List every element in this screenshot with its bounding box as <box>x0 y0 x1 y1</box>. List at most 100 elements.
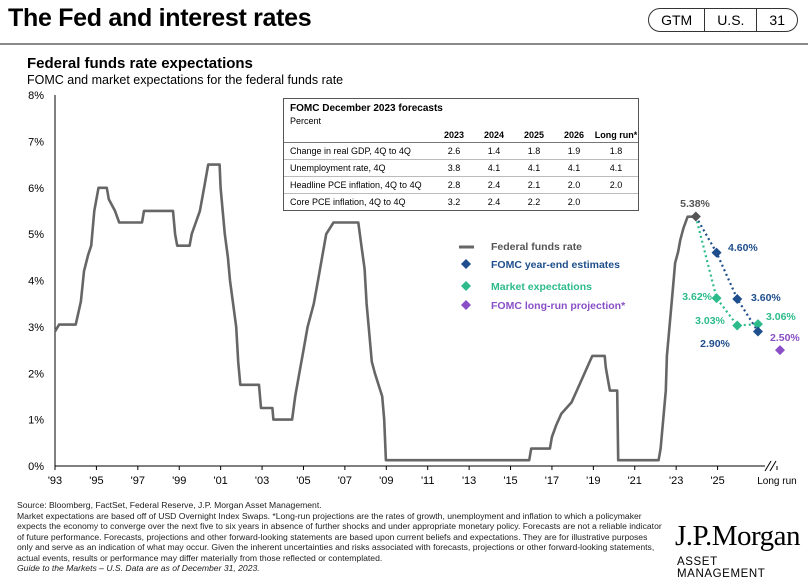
y-tick-label: 8% <box>28 90 44 102</box>
x-tick-label: '17 <box>545 475 559 487</box>
x-tick-label: '13 <box>462 475 476 487</box>
page-title: The Fed and interest rates <box>8 4 312 32</box>
x-tick-label: '25 <box>710 475 724 487</box>
x-tick-label: '05 <box>296 475 310 487</box>
cell: 4.1 <box>594 159 638 177</box>
row-label: Unemployment rate, 4Q <box>284 159 434 177</box>
long-run-projection-point <box>775 345 785 356</box>
cell: 2.0 <box>554 176 594 194</box>
table-header-2024: 2024 <box>474 128 514 143</box>
x-tick-label: '21 <box>628 475 642 487</box>
y-tick-label: 7% <box>28 136 44 148</box>
table-title: FOMC December 2023 forecasts <box>290 103 443 114</box>
x-tick-label: '99 <box>172 475 186 487</box>
table-header-2026: 2026 <box>554 128 594 143</box>
legend-label-fed: Federal funds rate <box>491 241 582 253</box>
table-row: Headline PCE inflation, 4Q to 4Q 2.8 2.4… <box>284 176 638 194</box>
cell: 2.0 <box>554 193 594 210</box>
legend-swatch-fomc <box>461 259 471 269</box>
cell: 3.2 <box>434 193 474 210</box>
badge-page-number: 31 <box>756 9 797 31</box>
chart-grid <box>54 95 765 467</box>
x-tick-label: '97 <box>131 475 145 487</box>
table-header-blank <box>284 128 434 143</box>
cell: 2.1 <box>514 176 554 194</box>
cell: 1.8 <box>594 142 638 160</box>
footnote-body: Market expectations are based off of USD… <box>17 510 662 563</box>
cell: 1.8 <box>514 142 554 160</box>
label-fomc-2026: 2.90% <box>700 338 730 350</box>
footnote: Source: Bloomberg, FactSet, Federal Rese… <box>17 500 662 574</box>
forecast-grid: 2023 2024 2025 2026 Long run* Change in … <box>284 128 638 210</box>
table-header-row: 2023 2024 2025 2026 Long run* <box>284 128 638 143</box>
legend-label-longrun: FOMC long-run projection* <box>491 300 626 312</box>
cell: 2.4 <box>474 193 514 210</box>
y-tick-label: 4% <box>28 276 44 288</box>
page-badges: GTM U.S. 31 <box>648 8 798 32</box>
label-fomc-2024: 4.60% <box>728 242 758 254</box>
market-expectations-line <box>694 216 759 327</box>
current-rate-point <box>690 211 701 222</box>
market-expectation-point <box>732 320 743 331</box>
legend-swatch-longrun <box>461 300 471 310</box>
x-tick-label: '93 <box>48 475 62 487</box>
y-tick-label: 6% <box>28 183 44 195</box>
cell: 1.9 <box>554 142 594 160</box>
table-row: Core PCE inflation, 4Q to 4Q 3.2 2.4 2.2… <box>284 193 638 210</box>
cell: 4.1 <box>474 159 514 177</box>
cell: 1.4 <box>474 142 514 160</box>
axis-break-mark <box>769 460 777 472</box>
table-subtitle: Percent <box>290 116 322 126</box>
x-tick-label: Long run <box>757 476 796 487</box>
axis-break-mark <box>764 460 772 472</box>
x-tick-label: '09 <box>379 475 393 487</box>
fomc-forecast-table: FOMC December 2023 forecasts Percent 202… <box>283 98 639 211</box>
label-long-run: 2.50% <box>770 332 800 344</box>
cell: 4.1 <box>514 159 554 177</box>
x-tick-label: '11 <box>421 475 435 487</box>
x-tick-label: '03 <box>255 475 269 487</box>
x-tick-label: '15 <box>503 475 517 487</box>
legend-label-fomc: FOMC year-end estimates <box>491 259 620 271</box>
cell: 2.4 <box>474 176 514 194</box>
fomc-estimates-line <box>694 215 759 333</box>
label-market-2024: 3.62% <box>682 291 712 303</box>
y-tick-label: 2% <box>28 368 44 380</box>
fomc-estimate-point <box>711 247 722 258</box>
y-tick-label: 5% <box>28 229 44 241</box>
y-axis: 0% 1% 2% 3% 4% 5% 6% 7% 8% <box>28 90 44 473</box>
cell: 3.8 <box>434 159 474 177</box>
y-tick-label: 3% <box>28 322 44 334</box>
cell: 4.1 <box>554 159 594 177</box>
label-fomc-2025: 3.60% <box>751 292 781 304</box>
brand-logo: J.P.Morgan <box>675 520 801 552</box>
table-header-long-run: Long run* <box>594 128 638 143</box>
row-label: Core PCE inflation, 4Q to 4Q <box>284 193 434 210</box>
market-expectation-point <box>711 293 722 304</box>
row-label: Headline PCE inflation, 4Q to 4Q <box>284 176 434 194</box>
y-tick-label: 1% <box>28 415 44 427</box>
x-axis: '93 '95 '97 '99 '01 '03 '05 '07 '09 '11 '13 '15 '17 '… <box>48 460 797 487</box>
header-divider <box>0 43 808 45</box>
x-tick-label: '23 <box>669 475 683 487</box>
chart-series: 5.38% 4.60% 3.60% 2.90% 3.62% 3.03% 3.06% 2.50% <box>53 163 800 462</box>
cell: 2.2 <box>514 193 554 210</box>
legend-label-market: Market expectations <box>491 281 592 293</box>
footnote-source: Source: Bloomberg, FactSet, Federal Rese… <box>17 500 322 510</box>
row-label: Change in real GDP, 4Q to 4Q <box>284 142 434 160</box>
fomc-estimate-point <box>732 294 743 305</box>
x-tick-label: '07 <box>338 475 352 487</box>
chart-title: Federal funds rate expectations <box>27 55 253 72</box>
label-market-2025: 3.03% <box>695 315 725 327</box>
legend-swatch-market <box>461 281 471 291</box>
brand-subtitle: ASSET MANAGEMENT <box>677 556 766 580</box>
cell: 2.0 <box>594 176 638 194</box>
badge-gtm: GTM <box>661 12 693 28</box>
table-row: Unemployment rate, 4Q 3.8 4.1 4.1 4.1 4.… <box>284 159 638 177</box>
cell <box>594 193 638 210</box>
table-row: Change in real GDP, 4Q to 4Q 2.6 1.4 1.8… <box>284 142 638 160</box>
chart-legend: Federal funds rate FOMC year-end estimate… <box>459 241 626 312</box>
fed-funds-rate-line <box>53 163 696 462</box>
market-expectation-point <box>752 319 763 330</box>
label-market-2026: 3.06% <box>766 311 796 323</box>
